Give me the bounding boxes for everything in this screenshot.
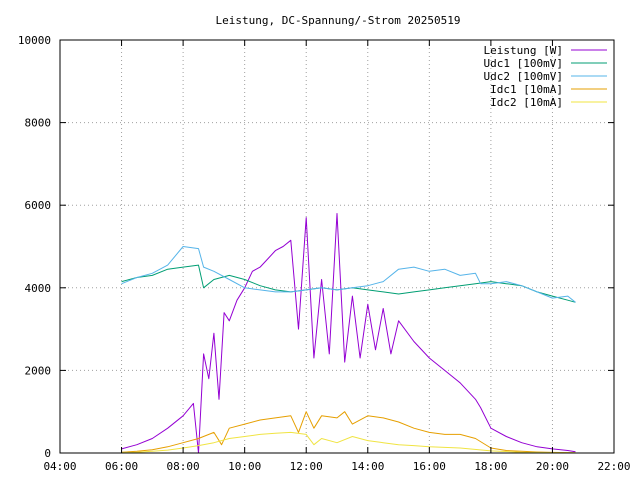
legend-label: Idc1 [10mA] — [490, 83, 563, 96]
x-tick-label: 12:00 — [290, 460, 323, 473]
y-tick-label: 0 — [44, 447, 51, 460]
y-tick-label: 6000 — [25, 199, 52, 212]
legend-label: Idc2 [10mA] — [490, 96, 563, 109]
x-tick-label: 04:00 — [43, 460, 76, 473]
series-layer — [121, 213, 576, 454]
y-tick-label: 10000 — [18, 34, 51, 47]
series-line-2 — [121, 264, 576, 303]
legend-label: Leistung [W] — [484, 44, 563, 57]
y-tick-label: 8000 — [25, 117, 52, 130]
series-line-1 — [121, 213, 576, 454]
grid-layer — [60, 40, 614, 453]
plot-frame — [59, 39, 615, 454]
y-tick-label: 4000 — [25, 282, 52, 295]
series-line-3 — [121, 246, 576, 303]
x-tick-label: 06:00 — [105, 460, 138, 473]
legend-label: Udc1 [100mV] — [484, 57, 563, 70]
x-tick-label: 10:00 — [228, 460, 261, 473]
x-tick-label: 20:00 — [536, 460, 569, 473]
ticks-layer: 04:00 06:00 08:00 10:00 12:00 14:00 16:00 18:00… — [18, 34, 631, 473]
legend-label: Udc2 [100mV] — [484, 70, 563, 83]
x-tick-label: 16:00 — [413, 460, 446, 473]
y-tick-label: 2000 — [25, 364, 52, 377]
x-tick-label: 14:00 — [351, 460, 384, 473]
x-tick-label: 18:00 — [474, 460, 507, 473]
chart-title: Leistung, DC-Spannung/-Strom 20250519 — [215, 14, 460, 27]
x-tick-label: 08:00 — [167, 460, 200, 473]
series-line-4 — [121, 411, 576, 454]
x-tick-label: 22:00 — [597, 460, 630, 473]
series-line-5 — [121, 431, 576, 454]
legend: Leistung [W]Udc1 [100mV]Udc2 [100mV]Idc1… — [484, 44, 607, 109]
